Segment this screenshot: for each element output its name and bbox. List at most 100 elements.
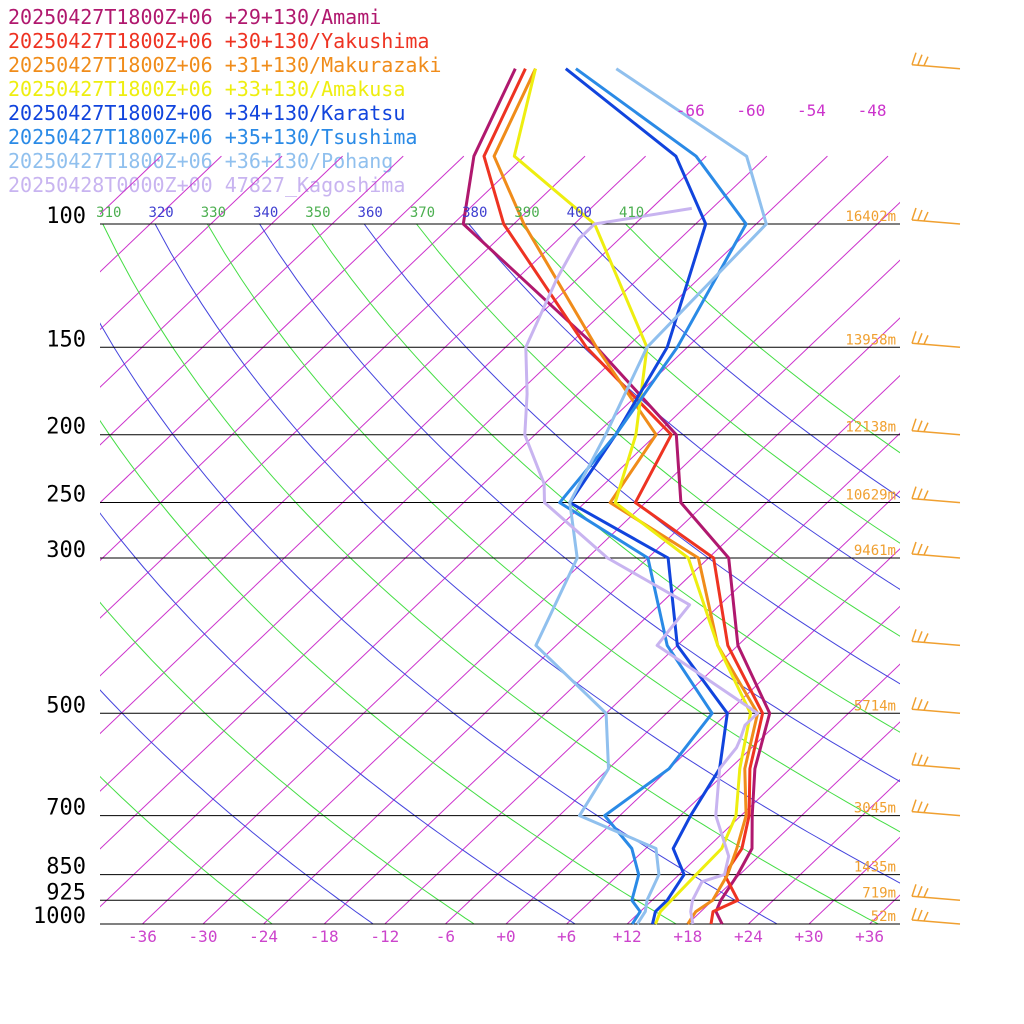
dry-adiabat-line <box>154 223 900 884</box>
pressure-label: 200 <box>46 415 86 440</box>
wind-barb-shape <box>911 541 961 559</box>
isotherm-line <box>100 155 283 331</box>
dry-adiabat-line <box>100 601 476 924</box>
theta-label: 390 <box>514 205 539 221</box>
theta-label: 400 <box>567 205 592 221</box>
theta-label: 310 <box>96 205 121 221</box>
dry-adiabat-line <box>311 223 900 733</box>
temperature-tick-label: -12 <box>370 927 399 946</box>
upper-temperature-label: -66 <box>676 101 705 120</box>
isotherm-line <box>505 548 900 924</box>
wind-barb <box>911 884 961 902</box>
dry-adiabat-line <box>520 223 900 544</box>
wind-barb-shape <box>911 331 961 349</box>
height-label: 3045m <box>854 801 896 817</box>
temperature-tick-label: +24 <box>734 927 763 946</box>
temperature-tick-label: +30 <box>795 927 824 946</box>
isotherm-line <box>100 155 828 850</box>
upper-temperature-label: -60 <box>736 101 765 120</box>
temperature-tick-label: -24 <box>249 927 278 946</box>
height-label: 52m <box>871 909 896 925</box>
wind-barb-shape <box>911 486 961 504</box>
temperature-profile-line <box>482 68 765 925</box>
isotherm-line <box>100 155 768 792</box>
height-label: 10629m <box>845 488 896 504</box>
temperature-profile-line <box>564 67 729 925</box>
height-label: 5714m <box>854 698 896 714</box>
theta-label: 330 <box>201 205 226 221</box>
temperature-tick-label: +12 <box>613 927 642 946</box>
dry-adiabat-line <box>102 223 880 924</box>
isotherm-line <box>100 155 343 388</box>
wind-barb <box>911 629 961 647</box>
wind-barb-shape <box>911 52 961 70</box>
legend-entry: 20250427T1800Z+06 +30+130/Yakushima <box>8 29 430 53</box>
pressure-label: 700 <box>46 796 86 821</box>
dry-adiabat-line <box>100 512 577 924</box>
isotherm-line <box>100 155 889 908</box>
upper-temperature-label: -54 <box>797 101 826 120</box>
legend-entry: 20250427T1800Z+06 +35+130/Tsushima <box>8 125 418 149</box>
height-label: 13958m <box>845 332 896 348</box>
wind-barb-shape <box>911 207 961 225</box>
dry-adiabat-line <box>363 223 900 685</box>
isotherm-line <box>263 317 900 924</box>
wind-barb <box>911 541 961 559</box>
pressure-label: 925 <box>46 880 86 905</box>
pressure-label: 1000 <box>33 904 86 929</box>
wind-barb <box>911 752 961 770</box>
isotherm-line <box>991 156 1024 924</box>
wind-barb <box>911 52 961 70</box>
wind-barb <box>911 486 961 504</box>
isotherm-line <box>626 663 900 924</box>
temperature-tick-label: +18 <box>673 927 702 946</box>
theta-label: 350 <box>305 205 330 221</box>
isotherm-line <box>687 721 900 924</box>
wind-barb-shape <box>911 752 961 770</box>
isotherm-line <box>748 778 900 924</box>
dry-adiabat-line <box>100 419 678 924</box>
height-label: 719m <box>862 885 896 901</box>
temperature-profile-line <box>523 206 760 925</box>
temperature-tick-label: +0 <box>496 927 515 946</box>
legend-entry: 20250428T0000Z+00 47827_Kagoshima <box>8 173 406 197</box>
isotherm-line <box>930 156 1024 924</box>
dry-adiabat-line <box>100 775 274 924</box>
dry-adiabat-line <box>259 223 900 783</box>
isotherm-line <box>202 259 900 924</box>
isotherm-line <box>100 155 222 273</box>
theta-label: 380 <box>462 205 487 221</box>
dry-adiabat-line <box>100 689 375 924</box>
legend-entry: 20250427T1800Z+06 +29+130/Amami <box>8 5 382 29</box>
isotherm-line <box>323 374 900 924</box>
theta-label: 370 <box>410 205 435 221</box>
wind-barb-shape <box>911 907 961 925</box>
temperature-tick-label: -30 <box>189 927 218 946</box>
height-label: 16402m <box>845 209 896 225</box>
wind-barb <box>911 907 961 925</box>
pressure-label: 150 <box>46 327 86 352</box>
wind-barb-shape <box>911 799 961 817</box>
temperature-tick-label: +36 <box>855 927 884 946</box>
isotherm-line <box>808 836 900 924</box>
upper-temperature-label: -48 <box>858 101 887 120</box>
temperature-tick-label: -18 <box>310 927 339 946</box>
isotherm-line <box>100 155 404 446</box>
height-label: 9461m <box>854 543 896 559</box>
isotherm-line <box>100 155 465 504</box>
temperature-profile-line <box>558 67 748 925</box>
isotherm-line <box>0 156 40 924</box>
isotherm-line <box>142 201 900 924</box>
theta-label: 360 <box>358 205 383 221</box>
wind-barb-shape <box>911 884 961 902</box>
isotherm-line <box>445 490 900 924</box>
pressure-label: 100 <box>46 204 86 229</box>
wind-barb <box>911 207 961 225</box>
legend-entry: 20250427T1800Z+06 +33+130/Amakusa <box>8 77 406 101</box>
temperature-profile-line <box>534 67 768 925</box>
wind-barb <box>911 697 961 715</box>
isotherm-line <box>384 432 900 924</box>
temperature-profile-line <box>461 68 772 925</box>
isotherm-line <box>100 155 646 677</box>
